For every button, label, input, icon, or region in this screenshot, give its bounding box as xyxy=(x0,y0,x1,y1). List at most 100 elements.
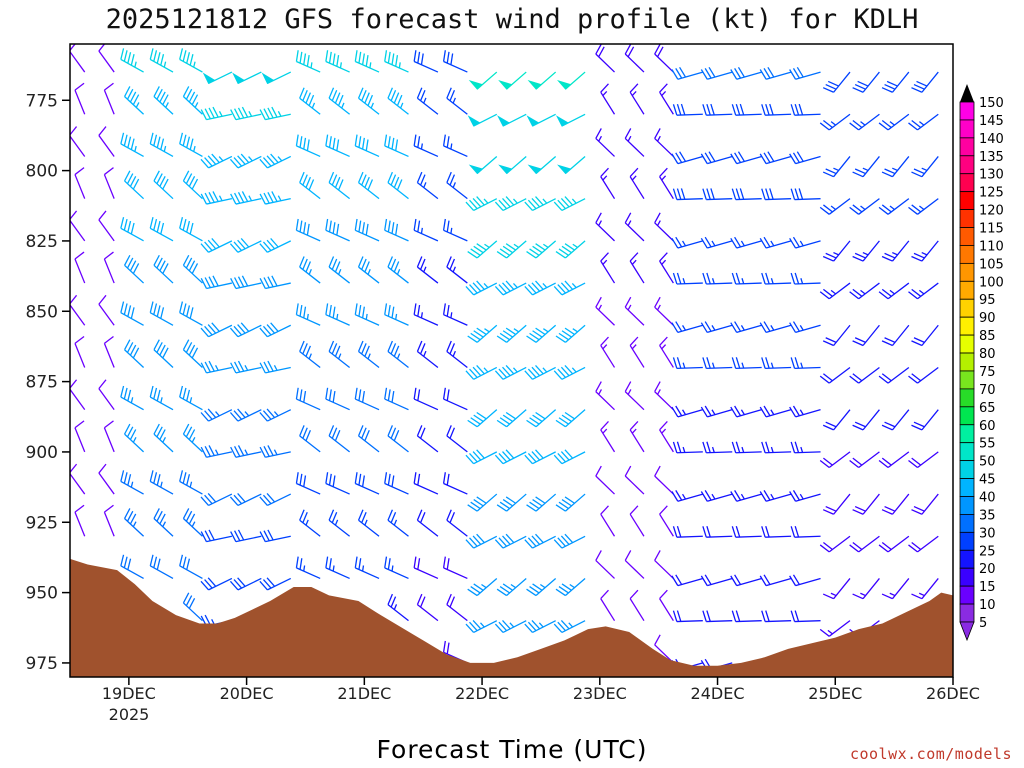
wind-barb xyxy=(354,303,380,326)
wind-barb xyxy=(878,282,910,300)
colorbar-swatch xyxy=(959,478,975,497)
wind-barb xyxy=(790,272,821,285)
wind-barb xyxy=(200,275,233,290)
wind-barb xyxy=(524,364,556,380)
wind-barb xyxy=(555,324,586,343)
plot-frame xyxy=(69,43,954,678)
colorbar-label: 85 xyxy=(979,329,996,344)
wind-barb xyxy=(416,509,439,537)
colorbar-label: 35 xyxy=(979,508,996,523)
wind-barb xyxy=(74,504,86,537)
wind-barb xyxy=(702,441,733,454)
wind-barb xyxy=(153,508,174,537)
wind-barb xyxy=(852,578,880,600)
colorbar-label: 105 xyxy=(979,257,1004,272)
wind-barb xyxy=(595,128,615,157)
x-axis: 19DEC 20DEC 21DEC 22DEC 23DEC 24DEC 25DEC 26DEC xyxy=(102,677,980,703)
wind-barb xyxy=(730,574,762,587)
wind-barb xyxy=(149,301,174,326)
wind-barb xyxy=(153,170,174,200)
wind-barb xyxy=(200,106,233,121)
wind-barb xyxy=(229,492,262,507)
colorbar-label: 15 xyxy=(979,580,996,595)
colorbar-swatch xyxy=(959,496,975,515)
wind-barb xyxy=(881,240,910,262)
wind-barb xyxy=(465,533,498,549)
wind-barb xyxy=(654,128,674,157)
wind-barb xyxy=(672,188,703,201)
colorbar-swatch xyxy=(959,531,975,551)
wind-barb xyxy=(182,339,203,368)
x-tick-label: 21DEC xyxy=(337,684,391,703)
wind-barb xyxy=(730,405,762,418)
wind-barb xyxy=(299,256,321,284)
wind-barb xyxy=(553,196,586,212)
wind-barb xyxy=(230,191,262,205)
wind-barb xyxy=(911,71,939,93)
wind-barb xyxy=(179,554,203,580)
wind-barb xyxy=(849,366,880,384)
wind-barb xyxy=(524,196,556,212)
wind-barb xyxy=(849,282,880,300)
wind-barb xyxy=(671,66,703,80)
wind-barb xyxy=(553,619,586,634)
wind-barb xyxy=(325,303,350,326)
wind-barb xyxy=(413,218,439,242)
wind-barb xyxy=(553,449,586,465)
wind-barb xyxy=(629,505,645,537)
wind-barb xyxy=(790,525,821,538)
wind-barb xyxy=(494,449,527,465)
wind-barb xyxy=(759,574,792,587)
wind-barb xyxy=(446,340,468,368)
wind-barb xyxy=(908,282,939,300)
wind-barb xyxy=(730,151,762,165)
wind-barb xyxy=(416,256,439,284)
wind-barb xyxy=(123,254,145,284)
x-tick-label: 22DEC xyxy=(455,684,509,703)
wind-barb xyxy=(446,171,468,200)
colorbar-swatch xyxy=(959,567,975,587)
wind-barb xyxy=(526,324,557,343)
wind-barb xyxy=(730,66,762,80)
wind-barb xyxy=(200,360,233,374)
wind-barb xyxy=(149,385,174,411)
wind-barb xyxy=(70,210,86,242)
wind-barb xyxy=(659,252,674,284)
wind-barb xyxy=(98,210,115,242)
wind-barb xyxy=(761,441,792,454)
wind-barb xyxy=(822,324,851,347)
wind-barb xyxy=(671,236,703,249)
y-tick-label: 825 xyxy=(26,232,58,252)
wind-barb xyxy=(103,420,115,453)
wind-barb xyxy=(731,525,762,538)
wind-barb xyxy=(852,493,880,515)
wind-barb xyxy=(595,465,615,495)
wind-barb xyxy=(790,610,821,623)
colorbar-swatch xyxy=(959,549,975,569)
wind-barb xyxy=(259,408,292,422)
wind-barb xyxy=(494,619,527,634)
wind-barb xyxy=(413,303,439,326)
wind-barb xyxy=(328,425,351,453)
wind-barb xyxy=(629,83,645,115)
wind-barb xyxy=(200,153,233,169)
wind-barb xyxy=(496,577,527,597)
wind-barb xyxy=(328,509,351,537)
wind-barb xyxy=(149,217,174,242)
wind-barb xyxy=(98,463,115,495)
wind-barb xyxy=(911,409,939,431)
wind-barb xyxy=(446,256,468,284)
wind-barb xyxy=(74,335,86,368)
wind-barb xyxy=(672,525,703,538)
wind-barb xyxy=(911,240,939,262)
wind-barb xyxy=(120,470,144,495)
wind-barb xyxy=(731,610,762,623)
colorbar-label: 90 xyxy=(979,311,996,326)
wind-barb xyxy=(911,578,939,600)
wind-barb xyxy=(179,217,203,242)
colorbar-swatch xyxy=(959,173,975,193)
wind-barb xyxy=(387,256,409,284)
wind-barb xyxy=(295,303,321,326)
wind-barb xyxy=(600,83,616,115)
x-tick-label: 26DEC xyxy=(926,684,980,703)
